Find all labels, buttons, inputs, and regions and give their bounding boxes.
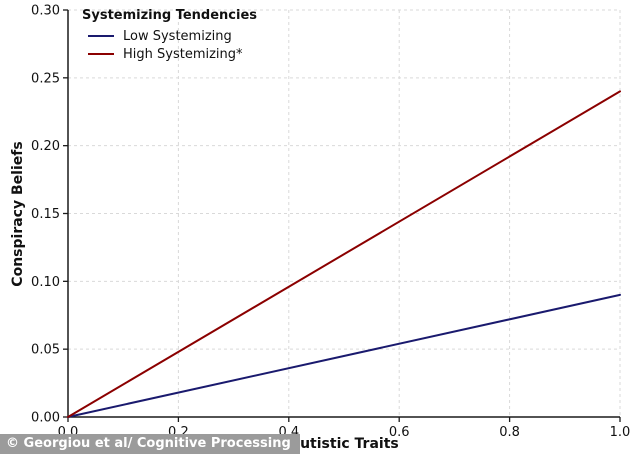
y-tick-label: 0.30 [31,4,60,19]
legend-label: Low Systemizing [123,28,232,44]
legend-row: Low Systemizing [82,27,257,45]
series-line [67,293,621,418]
y-tick-label: 0.25 [31,71,60,86]
x-tick-label: 0.8 [499,425,520,440]
y-tick-label: 0.05 [31,343,60,358]
chart-legend: Systemizing Tendencies Low Systemizing Hi… [82,8,257,63]
y-tick-label: 0.10 [31,275,60,290]
x-axis-title: Autistic Traits [289,436,399,452]
y-tick-label: 0.15 [31,207,60,222]
legend-row: High Systemizing* [82,45,257,63]
x-tick-label: 0.6 [389,425,410,440]
y-tick-label: 0.20 [31,139,60,154]
legend-label: High Systemizing* [123,46,243,62]
legend-entries: Low Systemizing High Systemizing* [82,27,257,63]
series-line [67,90,621,418]
y-axis-title: Conspiracy Beliefs [10,141,26,287]
y-tick-label: 0.00 [31,411,60,426]
x-tick-label: 1.0 [610,425,631,440]
legend-line-swatch [88,53,114,55]
legend-line-swatch [88,35,114,37]
watermark-credit: © Georgiou et al/ Cognitive Processing [0,434,300,454]
legend-title: Systemizing Tendencies [82,8,258,23]
